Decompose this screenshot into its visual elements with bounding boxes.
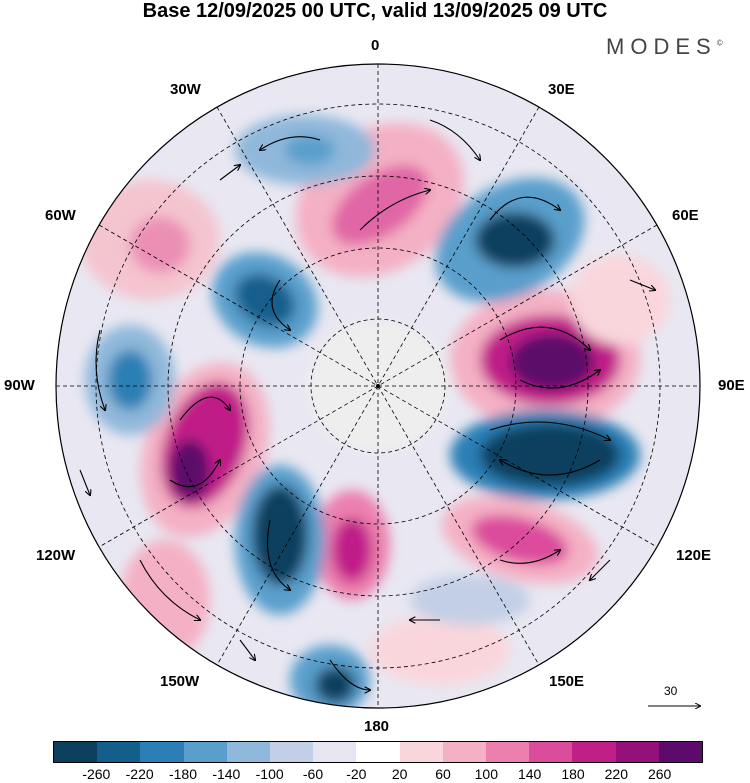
- colorbar-tick-label: 220: [604, 766, 629, 782]
- anomaly-field: [56, 64, 700, 708]
- colorbar-cell: [226, 742, 271, 762]
- map-boundary: [55, 63, 701, 709]
- colorbar-tick-label: -20: [346, 766, 367, 782]
- map-title: Base 12/09/2025 00 UTC, valid 13/09/2025…: [142, 0, 608, 22]
- colorbar-tick-label: -180: [168, 766, 198, 782]
- colorbar-cell: [615, 742, 659, 762]
- colorbar-cell: [529, 742, 573, 762]
- reference-vector-label: 30: [664, 684, 678, 698]
- lon-label-90e: 90E: [718, 377, 745, 394]
- south-pole-marker: [376, 384, 380, 388]
- polar-map: [55, 63, 750, 730]
- lon-label-150w: 150W: [160, 673, 200, 690]
- colorbar-tick-label: -260: [82, 766, 111, 782]
- lon-label-0: 0: [371, 37, 380, 54]
- colorbar-cell: [97, 742, 141, 762]
- lon-label-30e: 30E: [548, 81, 575, 98]
- colorbar-tick-label: 260: [647, 766, 672, 782]
- lon-label-90w: 90W: [4, 377, 35, 394]
- colorbar-cell: [54, 742, 98, 762]
- lon-label-120e: 120E: [676, 547, 712, 564]
- colorbar-tick-label: -100: [255, 766, 284, 782]
- lon-label-60w: 60W: [45, 207, 76, 224]
- lon-label-150e: 150E: [549, 673, 585, 690]
- colorbar-cell: [356, 742, 400, 762]
- colorbar-cell: [399, 742, 443, 762]
- colorbar-tick-label: 140: [517, 766, 542, 782]
- wind-vectors: [79, 119, 655, 690]
- colorbar-cell: [572, 742, 616, 762]
- colorbar-tick-label: 180: [561, 766, 585, 782]
- colorbar: [53, 741, 703, 763]
- colorbar-tick-label: 100: [474, 766, 499, 782]
- brand-logo: MODES©: [606, 34, 723, 60]
- colorbar-cell: [140, 742, 184, 762]
- lon-label-180: 180: [364, 718, 390, 735]
- colorbar-cell: [183, 742, 227, 762]
- colorbar-cell: [270, 742, 314, 762]
- colorbar-cell: [486, 742, 530, 762]
- colorbar-tick-label: -140: [212, 766, 241, 782]
- lon-label-30w: 30W: [170, 81, 201, 98]
- lon-label-60e: 60E: [672, 207, 699, 224]
- brand-name: MODES: [606, 34, 717, 59]
- colorbar-tick-label: -60: [302, 766, 324, 782]
- colorbar-cell: [442, 742, 487, 762]
- lon-label-120w: 120W: [36, 547, 76, 564]
- colorbar-cell: [313, 742, 357, 762]
- colorbar-cell: [658, 742, 703, 762]
- brand-mark: ©: [716, 38, 723, 48]
- colorbar-tick-label: -220: [125, 766, 154, 782]
- colorbar-tick-label: 60: [435, 766, 451, 782]
- colorbar-tick-label: 20: [391, 766, 408, 782]
